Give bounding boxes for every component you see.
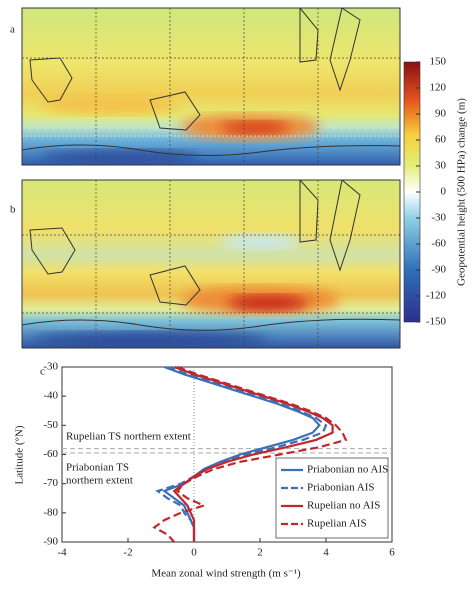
- legend-label: Priabonian no AIS: [307, 464, 388, 476]
- colorbar-tick-label: 60: [435, 134, 447, 146]
- annotation: northern extent: [66, 475, 133, 487]
- colorbar-tick-label: -60: [431, 238, 446, 250]
- legend-label: Rupelian AIS: [307, 518, 367, 530]
- colorbar-tick-label: 0: [441, 186, 447, 198]
- colorbar-tick-label: -30: [431, 212, 446, 224]
- x-tick-label: 2: [257, 547, 263, 559]
- y-tick-label: -80: [43, 506, 58, 518]
- x-axis-label: Mean zonal wind strength (m s⁻¹): [151, 568, 301, 580]
- y-tick-label: -60: [43, 448, 58, 460]
- map-b-frame: [21, 179, 401, 349]
- x-tick-label: -2: [123, 547, 132, 559]
- colorbar-tick-label: 90: [435, 108, 447, 120]
- colorbar-tick-label: -150: [426, 316, 447, 328]
- x-tick-label: 6: [389, 547, 395, 559]
- annotation: Rupelian TS northern extent: [66, 431, 191, 443]
- x-tick-label: -4: [57, 547, 67, 559]
- x-tick-label: 4: [323, 547, 329, 559]
- legend-label: Priabonian AIS: [307, 482, 375, 494]
- y-tick-label: -40: [43, 390, 58, 402]
- panel-label: c: [40, 366, 45, 378]
- map-a-frame: [21, 7, 401, 166]
- y-tick-label: -90: [43, 536, 58, 548]
- series-line: [152, 365, 348, 543]
- colorbar-tick-label: -90: [431, 264, 446, 276]
- colorbar-tick-label: 120: [430, 82, 447, 94]
- colorbar-tick-label: 30: [435, 160, 447, 172]
- colorbar-label: Geopotential height (500 HPa) change (m): [456, 98, 468, 286]
- panel-label: a: [10, 24, 15, 36]
- colorbar-tick-label: -120: [426, 290, 447, 302]
- colorbar-tick-label: 150: [430, 56, 447, 68]
- map-b: [22, 180, 400, 348]
- legend-label: Rupelian no AIS: [307, 500, 380, 512]
- map-a: [22, 8, 400, 165]
- panel-label: b: [10, 204, 16, 216]
- x-tick-label: 0: [191, 547, 197, 559]
- y-tick-label: -30: [43, 361, 58, 373]
- annotation: Priabonian TS: [66, 462, 129, 474]
- series-line: [155, 365, 328, 542]
- y-tick-label: -50: [43, 419, 58, 431]
- y-tick-label: -70: [43, 477, 58, 489]
- y-axis-label: Latitude (°N): [14, 425, 26, 484]
